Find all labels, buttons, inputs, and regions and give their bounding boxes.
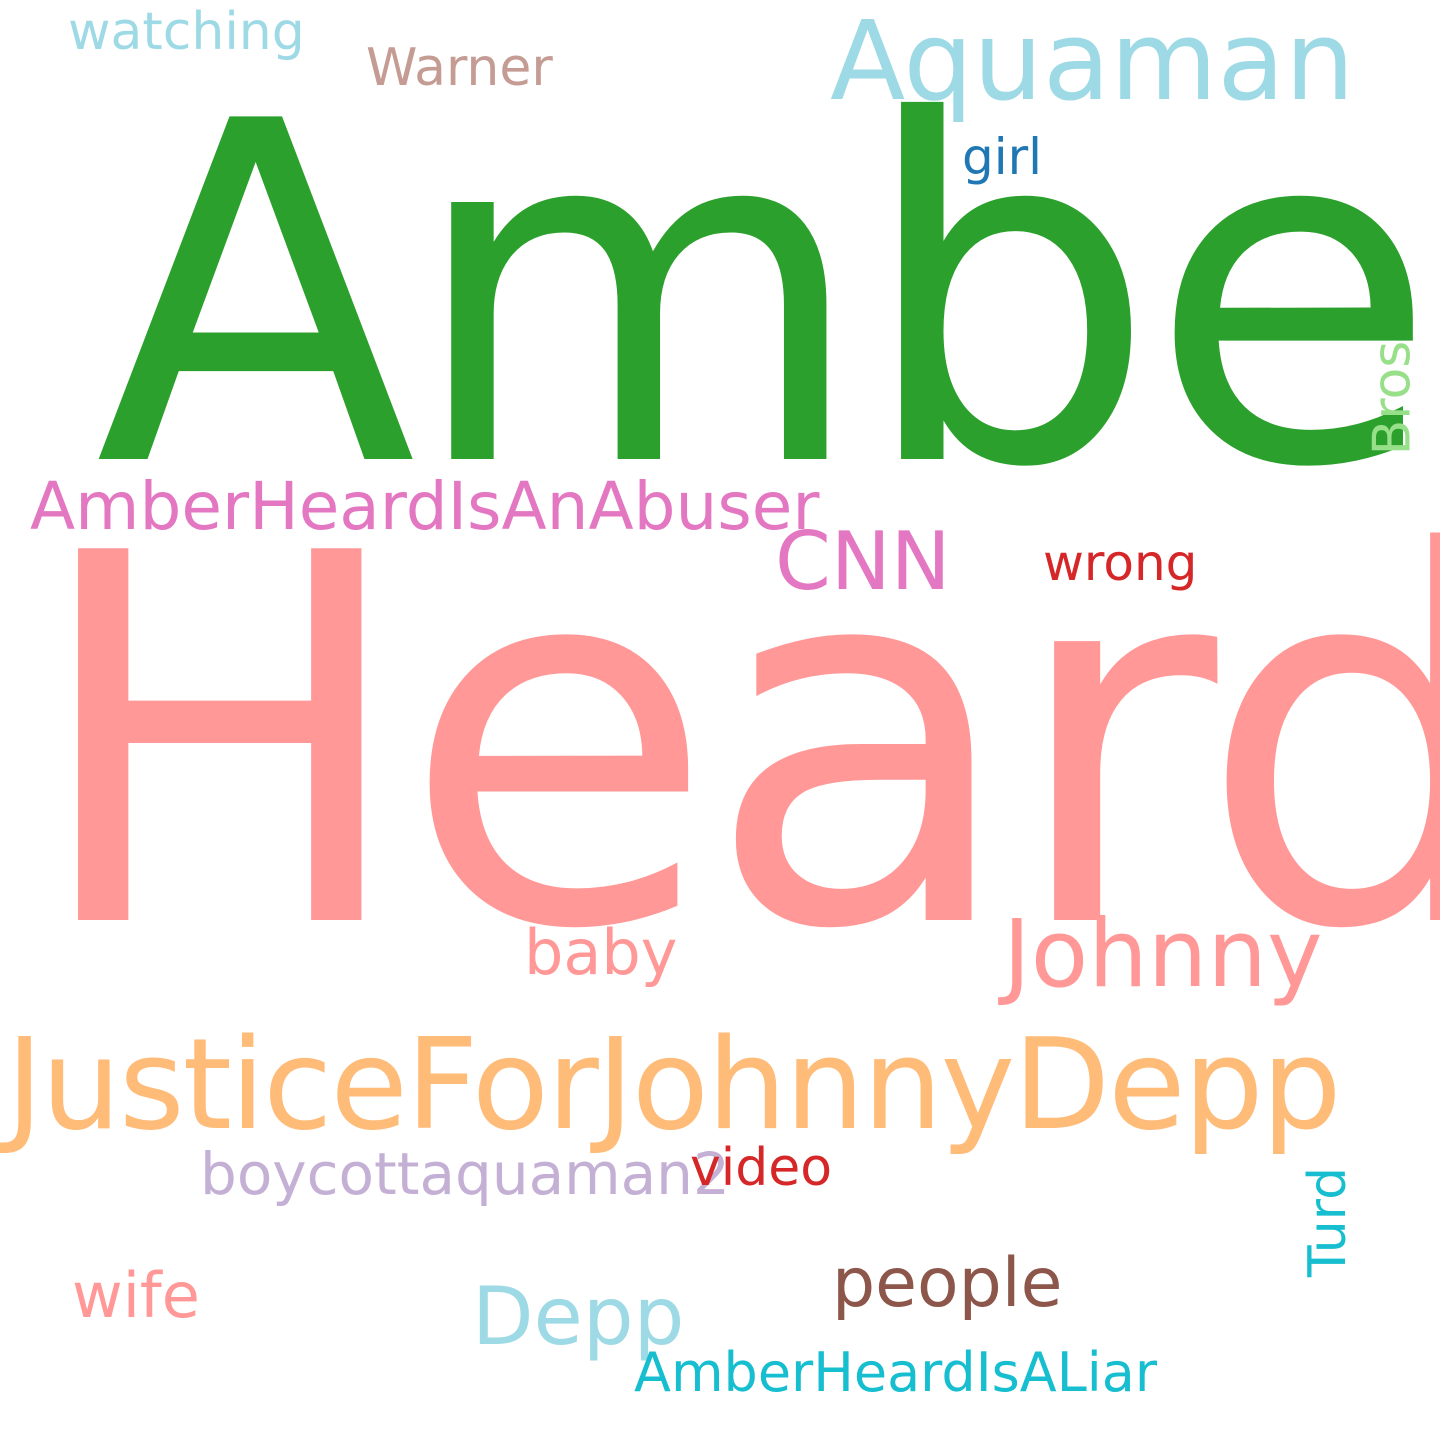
word-video: video xyxy=(690,1138,833,1198)
word-bros: Bros xyxy=(1362,340,1423,456)
word-baby: baby xyxy=(524,916,678,989)
word-wife: wife xyxy=(72,1259,200,1332)
word-girl: girl xyxy=(962,128,1043,186)
word-boycott-aquaman2: boycottaquaman2 xyxy=(200,1140,730,1208)
word-turd: Turd xyxy=(1298,1166,1359,1278)
word-johnny: Johnny xyxy=(1003,900,1323,1009)
word-wrong: wrong xyxy=(1043,534,1198,592)
word-depp: Depp xyxy=(472,1270,685,1363)
word-amber-heard-is-a-liar: AmberHeardIsALiar xyxy=(634,1341,1158,1404)
word-aquaman: Aquaman xyxy=(830,0,1355,125)
word-people: people xyxy=(832,1244,1063,1323)
word-amber: Amber xyxy=(95,23,1440,570)
word-heard: Heard xyxy=(28,448,1440,1041)
word-warner: Warner xyxy=(366,38,553,98)
word-watching: watching xyxy=(68,2,305,62)
word-amber-heard-is-an-abuser: AmberHeardIsAnAbuser xyxy=(30,468,820,545)
word-cnn: CNN xyxy=(775,515,951,608)
word-justice-for-johnny-depp: JusticeForJohnnyDepp xyxy=(6,1011,1342,1158)
